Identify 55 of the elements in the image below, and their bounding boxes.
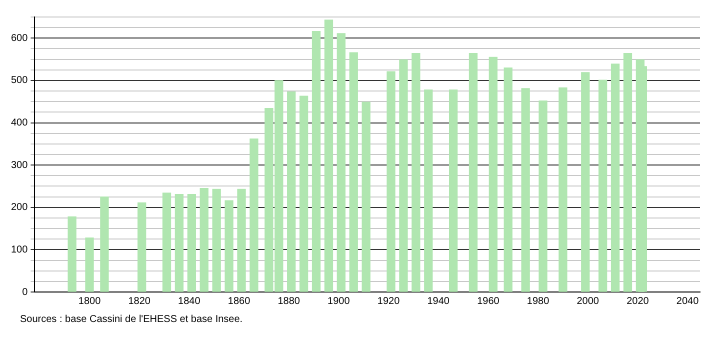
bar	[324, 20, 334, 292]
bar	[598, 80, 608, 292]
bar	[538, 100, 548, 292]
x-tick-label: 1900	[328, 296, 350, 307]
bar	[187, 194, 196, 292]
y-tick-label: 300	[10, 160, 28, 171]
bar	[237, 188, 246, 292]
bar	[521, 88, 530, 292]
bar	[412, 53, 420, 292]
x-tick-label: 2000	[576, 296, 600, 307]
bar	[85, 238, 94, 292]
x-tick-label: 1980	[526, 296, 550, 307]
bar	[336, 33, 346, 292]
y-tick-label: 600	[10, 32, 28, 44]
bar	[623, 53, 632, 292]
y-tick-label: 500	[10, 75, 28, 86]
bar	[250, 138, 258, 292]
bar	[581, 72, 590, 292]
bar	[399, 59, 408, 292]
bar	[386, 71, 396, 292]
bar	[224, 200, 234, 292]
bar	[488, 56, 498, 292]
x-tick-label: 1940	[427, 296, 450, 307]
bar	[504, 67, 512, 292]
x-tick-label: 1820	[128, 296, 151, 307]
bar	[200, 188, 208, 292]
bar	[424, 89, 433, 292]
y-tick-label: 0	[22, 286, 28, 298]
x-tick-label: 1960	[477, 296, 500, 307]
y-tick-label: 100	[10, 244, 28, 256]
bar	[100, 196, 109, 292]
bar	[68, 216, 76, 292]
bar	[558, 87, 568, 292]
bar	[468, 53, 478, 292]
bar	[174, 194, 184, 292]
x-tick-label: 1920	[377, 296, 400, 307]
x-tick-label: 1880	[278, 296, 300, 307]
x-tick-label: 2040	[676, 296, 700, 307]
bar	[349, 52, 358, 292]
bar	[448, 89, 458, 292]
x-tick-label: 1800	[78, 296, 102, 307]
bar	[362, 102, 370, 292]
bar	[212, 188, 221, 292]
x-tick-label: 1860	[228, 296, 251, 307]
bar	[610, 64, 620, 292]
bar	[138, 202, 146, 292]
bar	[287, 92, 296, 292]
source-note: Sources : base Cassini de l'EHESS et base Insee.	[20, 314, 244, 325]
bar	[162, 192, 172, 292]
bar	[312, 31, 321, 292]
y-tick-label: 200	[10, 202, 28, 214]
y-tick-label: 400	[10, 118, 28, 129]
x-tick-label: 2020	[626, 296, 650, 307]
bar	[299, 96, 308, 292]
x-tick-label: 1840	[178, 296, 201, 307]
